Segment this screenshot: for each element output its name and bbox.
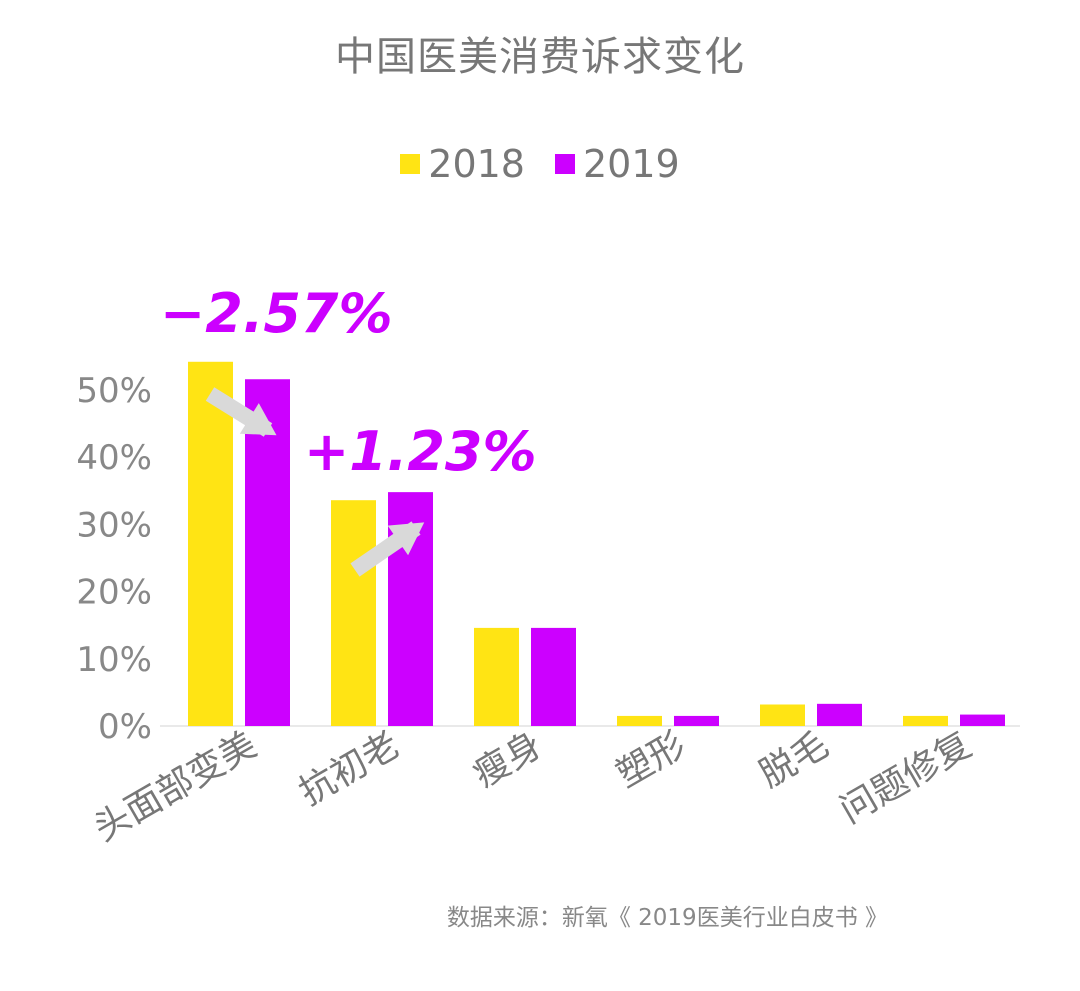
data-source-note: 数据来源：新氧《 2019医美行业白皮书 》 [446,905,888,931]
annotation-arrow-head [239,403,277,436]
legend-item-2018: 2018 [400,142,525,186]
bar-2018-1 [331,500,376,726]
annotation-arrow-head [387,522,425,556]
y-tick-label: 30% [76,505,152,545]
chart-title: 中国医美消费诉求变化 [335,34,745,80]
bar-2019-5 [960,714,1005,726]
x-tick-label: 抗初老 [292,724,406,814]
x-tick-label: 瘦身 [467,724,550,796]
legend-item-2019: 2019 [555,142,680,186]
annotation-label: +1.23% [304,420,537,483]
bar-2018-3 [617,715,662,726]
y-tick-label: 0% [98,707,152,747]
annotation-label: −2.57% [160,282,393,345]
x-tick-label: 脱毛 [753,724,836,796]
legend-swatch-2019 [555,154,575,174]
x-tick-label: 塑形 [610,724,693,796]
legend: 2018 2019 [0,142,1080,186]
bar-2018-5 [903,715,948,726]
bar-2019-0 [245,379,290,726]
legend-label-2019: 2019 [583,142,680,186]
bar-2019-3 [674,715,719,726]
bar-2019-2 [531,627,576,726]
bar-2019-4 [817,703,862,726]
x-tick-label: 问题修复 [833,724,978,832]
legend-swatch-2018 [400,154,421,174]
y-tick-label: 40% [76,438,152,478]
bar-2018-0 [188,361,233,726]
y-tick-label: 10% [76,640,152,680]
bar-2018-4 [760,704,805,726]
y-tick-label: 20% [76,573,152,613]
y-tick-label: 50% [76,371,152,411]
bar-2018-2 [474,627,519,726]
legend-label-2018: 2018 [428,142,525,186]
